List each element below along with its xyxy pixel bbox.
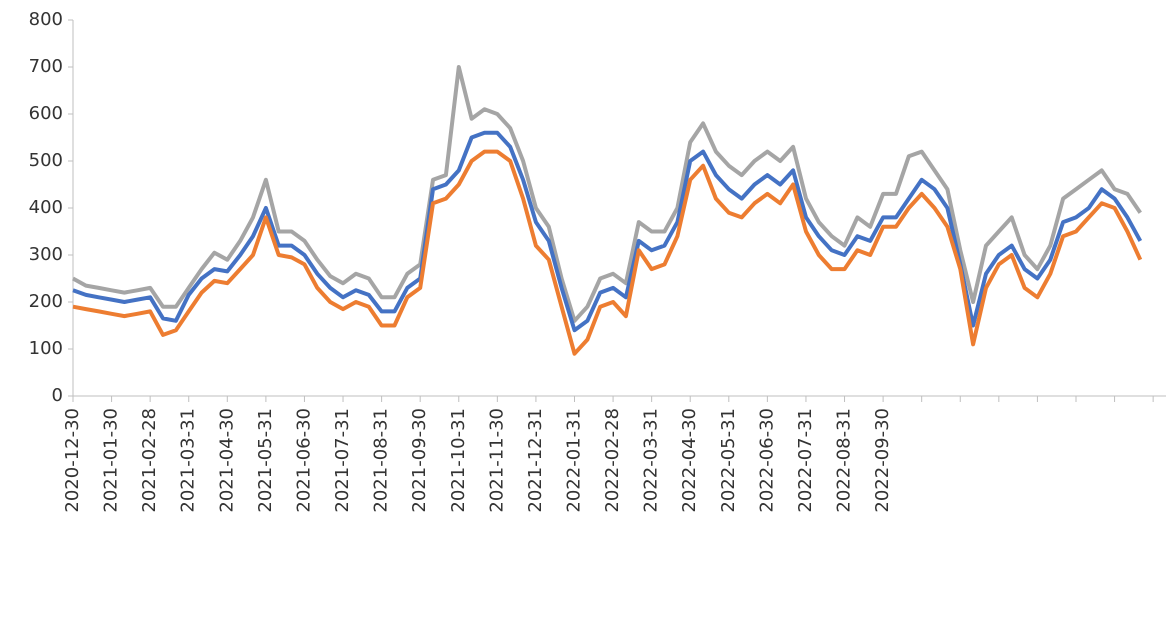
y-tick-label: 300 [29, 244, 63, 265]
x-tick-label: 2021-08-31 [371, 408, 392, 513]
x-tick-label: 2022-09-30 [872, 408, 893, 513]
x-tick-label: 2022-04-30 [679, 408, 700, 513]
x-tick-label: 2022-02-28 [602, 408, 623, 513]
y-tick-label: 100 [29, 338, 63, 359]
x-tick-label: 2021-04-30 [216, 408, 237, 513]
series-line [72, 130, 1143, 333]
x-tick-label: 2022-06-30 [756, 408, 777, 513]
x-tick-label: 2021-12-31 [525, 408, 546, 513]
series-line [72, 149, 1143, 356]
x-tick-label: 2021-10-31 [448, 408, 469, 513]
x-tick-label: 2021-03-31 [178, 408, 199, 513]
y-tick-label: 800 [29, 9, 63, 30]
series-line [72, 65, 1142, 323]
x-tick-label: 2021-01-30 [101, 408, 122, 513]
y-tick-label: 400 [29, 197, 63, 218]
x-tick-label: 2020-12-30 [62, 408, 83, 513]
x-tick-label: 2021-05-31 [255, 408, 276, 513]
x-tick-label: 2021-06-30 [293, 408, 314, 513]
y-tick-label: 0 [52, 385, 63, 406]
x-tick-label: 2022-01-31 [563, 408, 584, 513]
y-tick-label: 500 [29, 150, 63, 171]
y-tick-label: 700 [29, 56, 63, 77]
x-tick-label: 2021-02-28 [139, 408, 160, 513]
y-tick-label: 600 [29, 103, 63, 124]
x-tick-label: 2022-07-31 [795, 408, 816, 513]
x-tick-label: 2022-05-31 [718, 408, 739, 513]
x-tick-label: 2021-07-31 [332, 408, 353, 513]
x-tick-label: 2021-11-30 [486, 408, 507, 513]
x-tick-label: 2022-08-31 [834, 408, 855, 513]
x-tick-label: 2021-09-30 [409, 408, 430, 513]
x-tick-label: 2022-03-31 [641, 408, 662, 513]
y-tick-label: 200 [29, 291, 63, 312]
